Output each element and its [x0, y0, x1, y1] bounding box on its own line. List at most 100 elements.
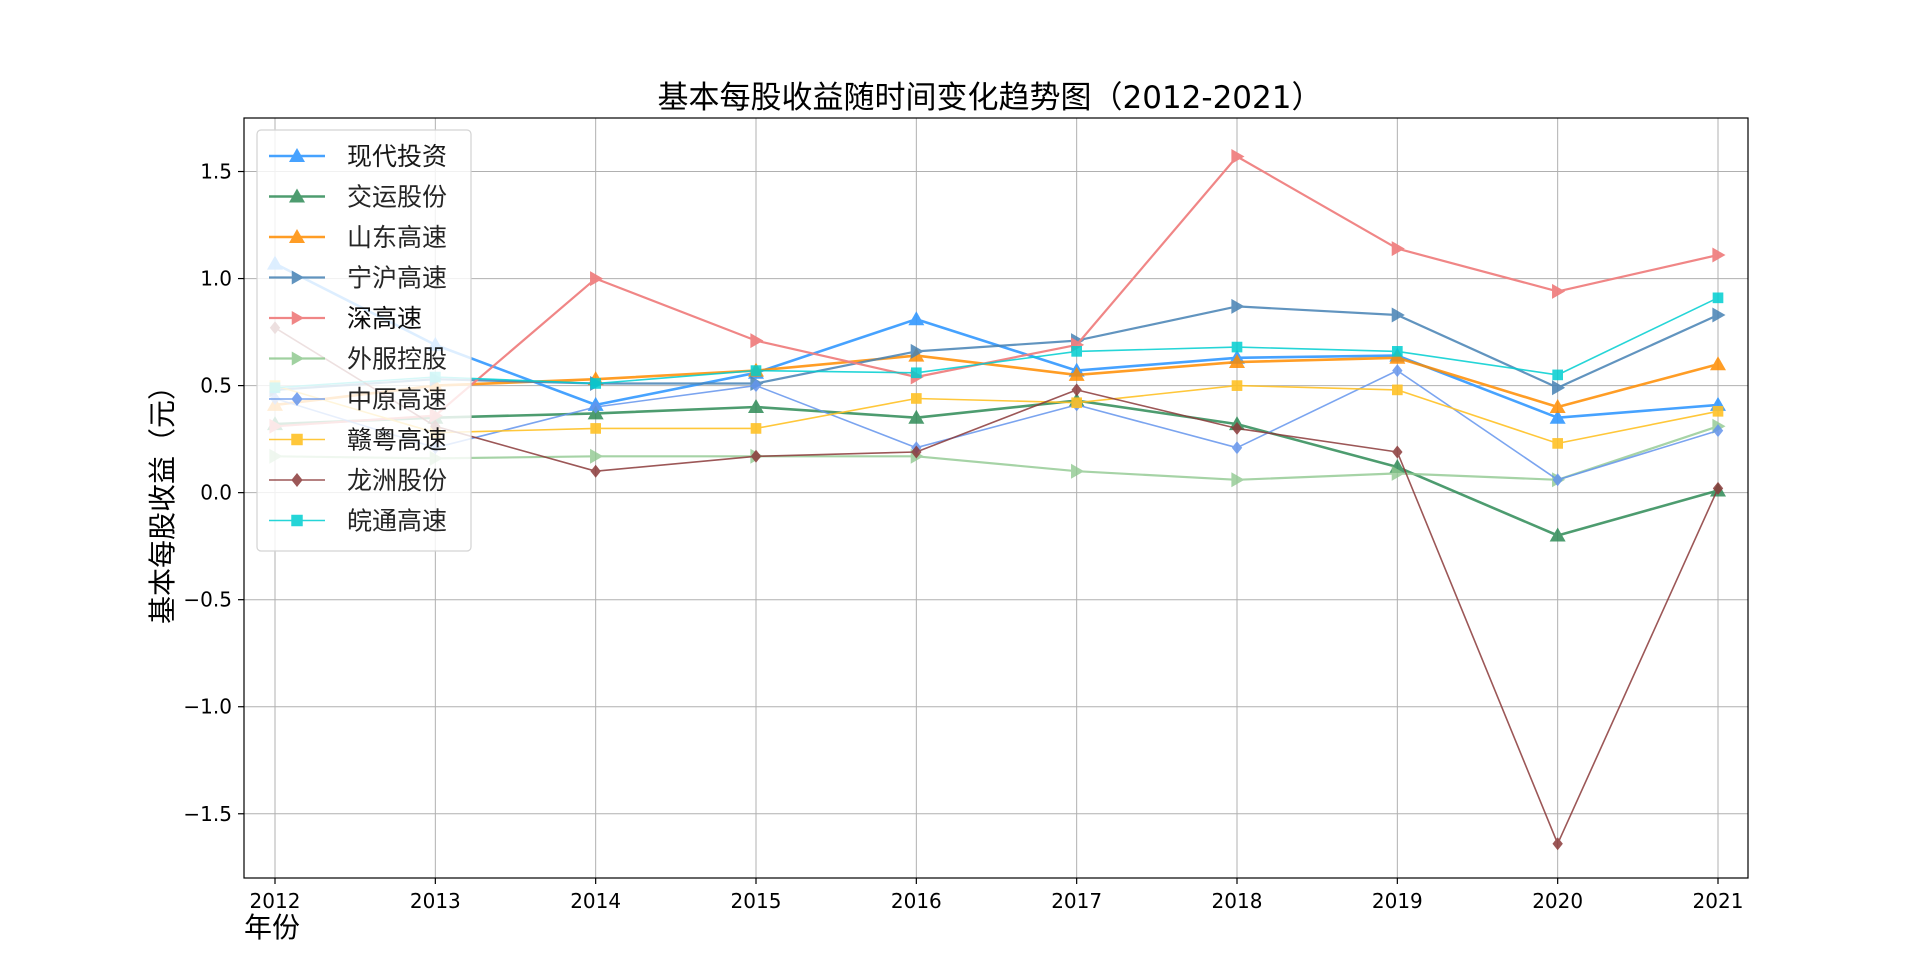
- legend-label: 赣粤高速: [347, 426, 447, 455]
- data-point: [911, 367, 922, 379]
- data-point: [1391, 307, 1405, 323]
- legend-marker: [291, 433, 303, 446]
- y-axis-label: 基本每股收益（元）: [146, 372, 179, 624]
- legend-item: 皖通高速: [269, 507, 447, 536]
- data-point: [1231, 341, 1243, 353]
- data-point: [748, 399, 764, 414]
- y-tick-label: 1.5: [200, 160, 232, 184]
- x-tick-label: 2019: [1372, 889, 1423, 913]
- data-point: [1231, 380, 1243, 391]
- legend-item: 交运股份: [269, 183, 447, 212]
- x-tick-label: 2021: [1693, 889, 1744, 913]
- x-tick-label: 2016: [891, 889, 942, 913]
- series-line: [274, 155, 1719, 428]
- data-point: [911, 393, 922, 404]
- legend-box: [256, 129, 472, 552]
- data-point: [1552, 283, 1566, 299]
- legend-label: 宁沪高速: [347, 264, 447, 293]
- data-point: [1392, 384, 1403, 396]
- data-point: [1392, 445, 1403, 459]
- data-point: [750, 379, 762, 393]
- data-point: [908, 409, 925, 424]
- data-point: [750, 423, 762, 434]
- data-point: [590, 423, 601, 434]
- data-point: [1391, 241, 1405, 257]
- data-point: [1712, 307, 1726, 323]
- data-point: [1552, 837, 1563, 851]
- series-line: [274, 384, 1719, 445]
- x-tick-label: 2013: [410, 889, 461, 913]
- legend-item: 山东高速: [269, 223, 447, 252]
- chart-title: 基本每股收益随时间变化趋势图（2012-2021）: [658, 80, 1323, 116]
- legend-label: 中原高速: [347, 385, 447, 414]
- data-point: [911, 445, 922, 459]
- data-point: [1229, 354, 1245, 369]
- data-point: [1712, 405, 1724, 417]
- legend-marker: [291, 351, 304, 366]
- data-point: [590, 378, 601, 389]
- series-line: [274, 297, 1719, 389]
- y-tick-label: −1.0: [183, 695, 232, 719]
- legend-item: 外服控股: [269, 345, 447, 374]
- series-5: [269, 149, 1726, 434]
- data-point: [1392, 346, 1403, 357]
- data-point: [1231, 421, 1243, 435]
- data-point: [1549, 399, 1566, 414]
- x-tick-label: 2012: [250, 889, 301, 913]
- data-point: [590, 464, 601, 478]
- series-line: [274, 399, 1719, 537]
- data-point: [1391, 465, 1405, 481]
- y-tick-label: 1.0: [200, 267, 232, 291]
- legend-item: 中原高速: [269, 385, 447, 414]
- data-point: [1389, 349, 1406, 364]
- legend-marker: [291, 473, 303, 487]
- data-point: [750, 333, 764, 349]
- data-point: [1071, 383, 1082, 397]
- legend-item: 龙洲股份: [269, 466, 447, 495]
- data-point: [1071, 397, 1082, 409]
- data-point: [750, 449, 762, 463]
- legend-marker: [291, 514, 303, 527]
- legend-item: 赣粤高速: [269, 426, 447, 455]
- data-point: [1552, 473, 1563, 487]
- data-point: [910, 343, 924, 359]
- legend-item: 宁沪高速: [269, 264, 447, 293]
- data-point: [1552, 369, 1563, 381]
- x-tick-label: 2018: [1212, 889, 1263, 913]
- data-point: [1552, 380, 1566, 396]
- series-line: [274, 425, 1719, 481]
- data-point: [1549, 527, 1566, 542]
- series-line: [274, 369, 1719, 481]
- x-tick-label: 2020: [1532, 889, 1583, 913]
- legend-label: 交运股份: [347, 183, 447, 212]
- ticks: 2012 2013 2014 2015 2016 2017 2018 2019 2020 2021…: [183, 160, 1743, 913]
- legend-label: 外服控股: [347, 345, 447, 374]
- legend-marker: [291, 311, 304, 325]
- data-point: [1071, 463, 1085, 479]
- data-point: [1552, 438, 1563, 449]
- legend-label: 皖通高速: [347, 507, 447, 536]
- legend-marker: [289, 229, 305, 243]
- data-point: [1712, 292, 1724, 304]
- data-point: [1068, 366, 1085, 381]
- data-point: [1549, 409, 1566, 424]
- x-tick-label: 2015: [731, 889, 782, 913]
- data-point: [1071, 346, 1082, 357]
- data-point: [908, 311, 925, 326]
- legend-label: 龙洲股份: [347, 466, 447, 495]
- legend-label: 深高速: [347, 304, 422, 333]
- data-point: [1712, 424, 1724, 438]
- legend-marker: [291, 392, 303, 406]
- x-tick-label: 2014: [570, 889, 621, 913]
- y-tick-label: −1.5: [183, 802, 232, 826]
- data-point: [1712, 247, 1726, 263]
- legend-marker: [291, 270, 304, 285]
- data-point: [590, 271, 604, 287]
- data-point: [1710, 356, 1726, 371]
- data-point: [590, 448, 604, 464]
- y-tick-label: 0.0: [200, 481, 232, 505]
- data-point: [1392, 364, 1403, 378]
- x-axis-label: 年份: [244, 911, 300, 944]
